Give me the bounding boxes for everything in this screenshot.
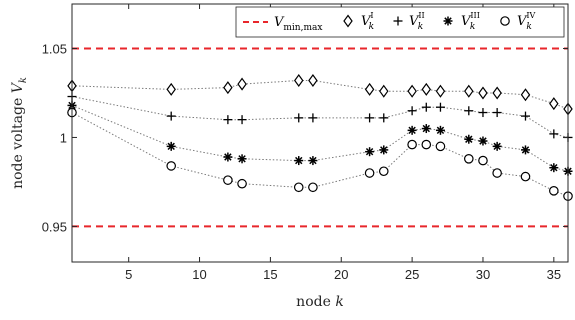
- x-tick-label: 30: [476, 267, 490, 282]
- data-point-series-1: [478, 86, 488, 100]
- data-point-series-1: [308, 73, 318, 88]
- series-1-markers: [67, 73, 573, 116]
- data-point-series-3: [308, 156, 318, 166]
- data-point-series-2: [407, 106, 417, 116]
- x-tick-label: 25: [405, 267, 419, 282]
- data-point-series-2: [365, 113, 375, 123]
- x-tick-label: 15: [263, 267, 277, 282]
- data-point-series-2: [308, 113, 318, 123]
- data-point-series-4: [549, 186, 559, 196]
- legend-label-limit: Vmin,max: [274, 15, 322, 33]
- data-point-series-3: [549, 163, 559, 173]
- legend-marker-shape: [443, 16, 453, 26]
- data-point-series-3: [166, 141, 176, 151]
- data-point-series-4: [463, 154, 474, 164]
- data-point-series-3: [407, 125, 417, 135]
- data-point-series-1: [435, 84, 446, 98]
- data-point-series-2: [379, 113, 389, 123]
- legend-marker-diamond: [343, 14, 353, 28]
- data-point-series-2: [294, 113, 304, 123]
- x-tick-label: 5: [125, 267, 132, 282]
- y-tick-label: 1.05: [42, 41, 67, 56]
- data-point-series-4: [237, 178, 247, 189]
- series-4-markers: [67, 107, 573, 201]
- series-2-markers: [67, 92, 573, 142]
- legend-label-series-1: VI k: [361, 11, 374, 32]
- data-point-series-1: [237, 77, 247, 91]
- plot-frame: [71, 3, 569, 263]
- data-point-series-2: [237, 115, 247, 125]
- y-tick-label: 0.95: [42, 219, 67, 234]
- data-point-series-1: [421, 82, 432, 96]
- data-point-series-2: [421, 102, 431, 112]
- data-point-series-4: [308, 182, 318, 193]
- data-point-series-3: [223, 152, 233, 162]
- data-point-series-1: [407, 84, 417, 98]
- data-point-series-3: [520, 145, 530, 155]
- data-point-series-1: [549, 97, 559, 111]
- data-point-series-2: [166, 111, 176, 121]
- data-point-series-4: [166, 161, 176, 171]
- legend-marker-shape: [343, 14, 353, 28]
- data-point-series-1: [492, 86, 502, 100]
- data-point-series-1: [223, 81, 233, 95]
- data-point-series-3: [464, 134, 474, 144]
- data-point-series-2: [492, 108, 502, 118]
- data-point-series-2: [435, 102, 445, 112]
- limit-lines: [72, 47, 568, 228]
- legend-marker-shape: [500, 16, 510, 26]
- data-point-series-1: [520, 88, 531, 102]
- data-point-series-4: [293, 182, 304, 193]
- legend-marker-shape: [393, 16, 403, 26]
- plot-area: [72, 4, 568, 262]
- data-point-series-4: [435, 141, 446, 152]
- data-point-series-4: [520, 171, 531, 182]
- data-point-series-4: [478, 155, 488, 166]
- legend-label-series-2: VII k: [409, 11, 425, 32]
- series-1-connector: [71, 80, 569, 110]
- x-tick-label: 35: [547, 267, 561, 282]
- legend-marker-circle: [500, 16, 510, 26]
- data-point-series-2: [478, 108, 488, 118]
- data-point-series-3: [294, 156, 304, 166]
- data-point-series-3: [365, 147, 375, 157]
- legend-label-series-3: VIII k: [461, 11, 480, 32]
- y-tick-label: 1: [60, 130, 67, 145]
- data-point-series-3: [379, 145, 389, 155]
- data-point-series-1: [364, 82, 375, 96]
- data-point-series-2: [520, 111, 530, 121]
- data-point-series-4: [378, 166, 389, 177]
- data-point-series-4: [223, 175, 233, 185]
- x-tick-label: 10: [192, 267, 206, 282]
- data-point-series-3: [435, 125, 445, 135]
- data-point-series-4: [421, 139, 432, 150]
- data-point-series-2: [549, 129, 559, 139]
- data-point-series-1: [379, 84, 389, 98]
- data-point-series-3: [492, 141, 502, 151]
- legend-marker-asterisk: [443, 16, 453, 26]
- data-point-series-1: [294, 73, 304, 88]
- data-point-series-1: [166, 82, 176, 96]
- data-point-series-1: [464, 84, 474, 98]
- data-point-series-4: [364, 168, 375, 178]
- data-point-series-2: [223, 115, 233, 125]
- data-point-series-2: [464, 106, 474, 116]
- x-tick-label: 20: [334, 267, 348, 282]
- data-point-series-4: [407, 139, 417, 150]
- x-axis-label: node k: [296, 294, 344, 310]
- data-point-series-3: [237, 154, 247, 164]
- legend: Vmin,max VI k VII k VIII k VIV k: [235, 6, 565, 38]
- legend-marker-plus: [393, 16, 403, 26]
- legend-label-series-4: VIV k: [517, 11, 536, 32]
- data-point-series-4: [492, 168, 502, 178]
- data-point-series-3: [421, 124, 431, 134]
- data-point-series-3: [478, 136, 488, 146]
- y-axis-label: node voltage Vk: [10, 77, 29, 189]
